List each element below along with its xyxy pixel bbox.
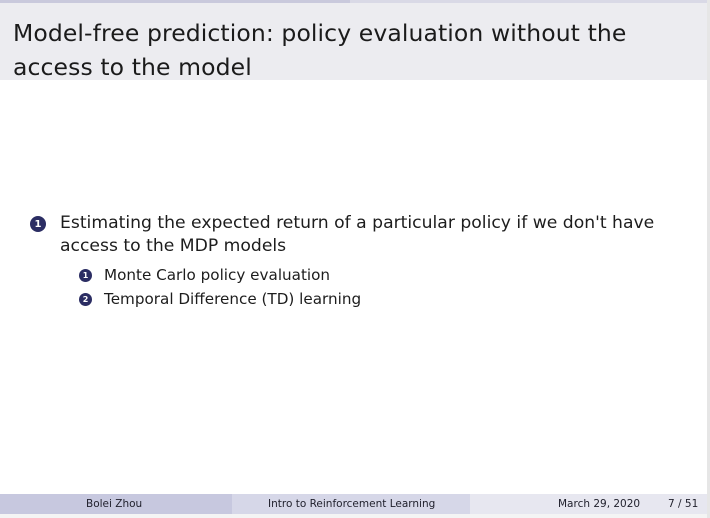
footer-middle: Intro to Reinforcement Learning — [232, 494, 470, 514]
footer-page-number: 7 / 51 — [668, 498, 699, 510]
enumeration-badge: 1 — [79, 269, 92, 282]
bilibili-logo-icon — [0, 472, 79, 494]
list-item-text: Estimating the expected return of a part… — [60, 213, 655, 256]
bottom-strip — [0, 514, 710, 518]
sub-list-item: 2 Temporal Difference (TD) learning — [79, 289, 599, 309]
list-item: 1 Estimating the expected return of a pa… — [30, 212, 690, 258]
top-strip — [0, 0, 710, 3]
enumeration-badge: 2 — [79, 293, 92, 306]
sub-list-item: 1 Monte Carlo policy evaluation — [79, 265, 599, 285]
enumeration-badge: 1 — [30, 216, 46, 232]
sub-list-item-text: Temporal Difference (TD) learning — [104, 290, 362, 308]
sub-list-item-text: Monte Carlo policy evaluation — [104, 266, 331, 284]
right-edge — [707, 0, 710, 518]
footer-date: March 29, 2020 — [558, 498, 641, 510]
footer-author: Bolei Zhou — [86, 498, 143, 510]
footer-right: March 29, 2020 7 / 51 — [470, 494, 710, 514]
footer-course: Intro to Reinforcement Learning — [268, 498, 436, 510]
top-strip-accent — [0, 0, 350, 3]
footer-left: Bolei Zhou — [0, 494, 232, 514]
slide-title: Model-free prediction: policy evaluation… — [13, 19, 627, 81]
title-bar: Model-free prediction: policy evaluation… — [0, 3, 710, 81]
footer-bar: Bolei Zhou Intro to Reinforcement Learni… — [0, 494, 710, 514]
